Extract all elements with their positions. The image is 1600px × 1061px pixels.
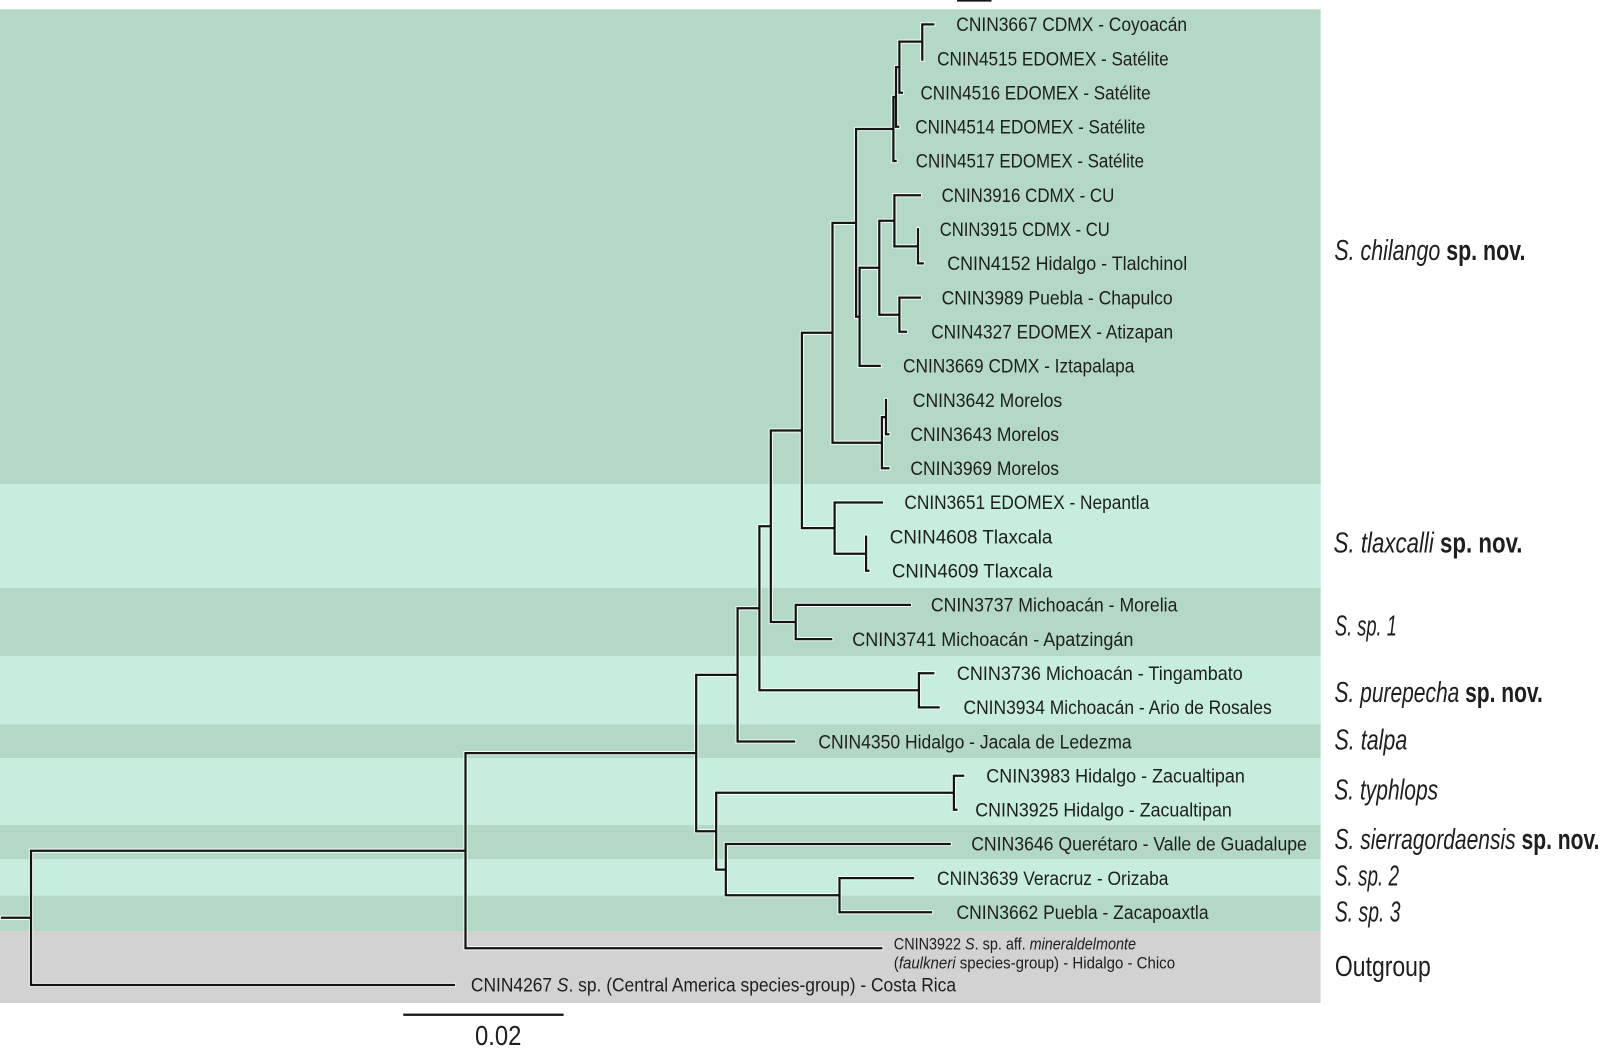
svg-text:CNIN4608 Tlaxcala: CNIN4608 Tlaxcala bbox=[890, 527, 1053, 548]
svg-text:CNIN3642 Morelos: CNIN3642 Morelos bbox=[913, 389, 1062, 411]
svg-text:CNIN4350 Hidalgo - Jacala de L: CNIN4350 Hidalgo - Jacala de Ledezma bbox=[818, 730, 1132, 752]
svg-text:CNIN4327 EDOMEX - Atizapan: CNIN4327 EDOMEX - Atizapan bbox=[931, 320, 1173, 342]
svg-text:S. sp. 1: S. sp. 1 bbox=[1335, 610, 1397, 642]
svg-text:CNIN4514 EDOMEX - Satélite: CNIN4514 EDOMEX - Satélite bbox=[915, 115, 1145, 137]
svg-text:S. sierragordaensis sp. nov.: S. sierragordaensis sp. nov. bbox=[1335, 824, 1600, 856]
svg-text:CNIN3934 Michoacán - Ario de R: CNIN3934 Michoacán - Ario de Rosales bbox=[964, 696, 1272, 718]
svg-text:CNIN3925 Hidalgo - Zacualtipan: CNIN3925 Hidalgo - Zacualtipan bbox=[975, 799, 1232, 821]
svg-text:CNIN4515 EDOMEX - Satélite: CNIN4515 EDOMEX - Satélite bbox=[937, 47, 1169, 69]
svg-text:CNIN3662 Puebla - Zacapoaxtla: CNIN3662 Puebla - Zacapoaxtla bbox=[957, 901, 1210, 923]
svg-text:CNIN3969 Morelos: CNIN3969 Morelos bbox=[910, 457, 1059, 479]
svg-text:CNIN4516 EDOMEX - Satélite: CNIN4516 EDOMEX - Satélite bbox=[921, 81, 1151, 103]
svg-text:S. sp. 2: S. sp. 2 bbox=[1335, 861, 1399, 893]
svg-text:CNIN3646 Querétaro - Valle de: CNIN3646 Querétaro - Valle de Guadalupe bbox=[971, 833, 1307, 855]
svg-text:CNIN4517 EDOMEX - Satélite: CNIN4517 EDOMEX - Satélite bbox=[916, 149, 1144, 171]
svg-text:CNIN3915 CDMX - CU: CNIN3915 CDMX - CU bbox=[940, 219, 1110, 241]
svg-text:CNIN3916 CDMX - CU: CNIN3916 CDMX - CU bbox=[942, 184, 1115, 207]
svg-text:S. tlaxcalli sp. nov.: S. tlaxcalli sp. nov. bbox=[1334, 528, 1523, 559]
svg-text:S. talpa: S. talpa bbox=[1335, 725, 1408, 757]
svg-text:S. typhlops: S. typhlops bbox=[1334, 774, 1438, 806]
svg-text:CNIN3983 Hidalgo - Zacualtipan: CNIN3983 Hidalgo - Zacualtipan bbox=[986, 765, 1245, 787]
svg-text:CNIN3741 Michoacán - Apatzingá: CNIN3741 Michoacán - Apatzingán bbox=[852, 628, 1133, 650]
svg-text:CNIN3639 Veracruz - Orizaba: CNIN3639 Veracruz - Orizaba bbox=[937, 867, 1169, 889]
svg-text:CNIN3667 CDMX - Coyoacán: CNIN3667 CDMX - Coyoacán bbox=[956, 13, 1187, 35]
svg-text:(faulkneri species-group) - Hi: (faulkneri species-group) - Hidalgo - Ch… bbox=[894, 955, 1175, 973]
svg-text:CNIN4609 Tlaxcala: CNIN4609 Tlaxcala bbox=[892, 561, 1053, 583]
svg-text:CNIN4152 Hidalgo - Tlalchinol: CNIN4152 Hidalgo - Tlalchinol bbox=[947, 252, 1187, 274]
svg-text:CNIN3669 CDMX - Iztapalapa: CNIN3669 CDMX - Iztapalapa bbox=[903, 355, 1135, 377]
svg-text:CNIN3989 Puebla - Chapulco: CNIN3989 Puebla - Chapulco bbox=[942, 286, 1173, 308]
svg-text:S. sp. 3: S. sp. 3 bbox=[1335, 897, 1401, 929]
svg-text:CNIN3643 Morelos: CNIN3643 Morelos bbox=[910, 423, 1059, 445]
svg-text:Outgroup: Outgroup bbox=[1335, 949, 1431, 982]
svg-text:S. purepecha sp. nov.: S. purepecha sp. nov. bbox=[1335, 677, 1543, 709]
svg-text:S. chilango sp. nov.: S. chilango sp. nov. bbox=[1334, 235, 1525, 267]
svg-text:CNIN3651 EDOMEX - Nepantla: CNIN3651 EDOMEX - Nepantla bbox=[904, 491, 1149, 513]
svg-text:CNIN3737 Michoacán - Morelia: CNIN3737 Michoacán - Morelia bbox=[931, 594, 1178, 616]
svg-text:0.02: 0.02 bbox=[475, 1021, 521, 1051]
svg-text:CNIN3922 S. sp. aff. mineralde: CNIN3922 S. sp. aff. mineraldelmonte bbox=[894, 936, 1136, 954]
svg-text:CNIN3736 Michoacán - Tingambat: CNIN3736 Michoacán - Tingambato bbox=[957, 662, 1243, 684]
svg-text:CNIN4267 S. sp. (Central Ameri: CNIN4267 S. sp. (Central America species… bbox=[471, 974, 957, 996]
